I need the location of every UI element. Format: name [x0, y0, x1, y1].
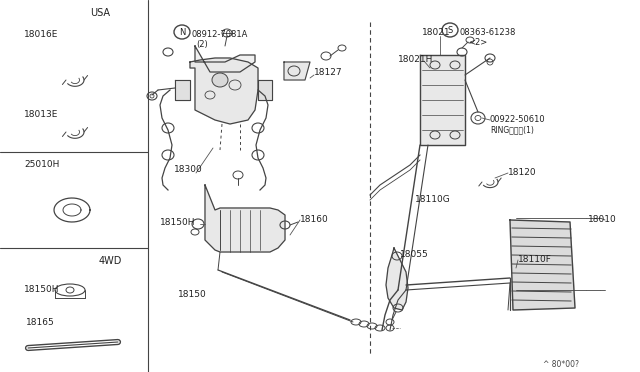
Text: 18016E: 18016E: [24, 30, 58, 39]
Text: 18127: 18127: [314, 68, 342, 77]
Text: 18300: 18300: [174, 165, 203, 174]
Text: 18150H: 18150H: [24, 285, 60, 294]
Text: 4WD: 4WD: [99, 256, 122, 266]
Polygon shape: [195, 46, 255, 72]
Text: 25010H: 25010H: [24, 160, 60, 169]
Text: RINGリング(1): RINGリング(1): [490, 125, 534, 134]
Text: N: N: [179, 28, 185, 36]
Text: (2): (2): [196, 40, 208, 49]
Text: 18150: 18150: [178, 290, 207, 299]
Polygon shape: [420, 55, 465, 145]
Text: 18110G: 18110G: [415, 195, 451, 204]
Text: 00922-50610: 00922-50610: [490, 115, 546, 124]
Polygon shape: [510, 220, 575, 310]
Polygon shape: [258, 80, 272, 100]
Text: 18013E: 18013E: [24, 110, 58, 119]
Polygon shape: [205, 185, 285, 252]
Polygon shape: [386, 248, 408, 310]
Text: 08363-61238: 08363-61238: [460, 28, 516, 37]
Ellipse shape: [212, 73, 228, 87]
Text: 18110F: 18110F: [518, 255, 552, 264]
Text: 18010: 18010: [588, 215, 617, 224]
Text: <2>: <2>: [468, 38, 487, 47]
Text: ^ 80*00?: ^ 80*00?: [543, 360, 579, 369]
Text: 18021H: 18021H: [398, 55, 433, 64]
Text: 18021: 18021: [422, 28, 451, 37]
Text: 18055: 18055: [400, 250, 429, 259]
Text: 18165: 18165: [26, 318, 55, 327]
Polygon shape: [190, 58, 258, 124]
Text: 18160: 18160: [300, 215, 329, 224]
Text: S: S: [447, 26, 452, 35]
Text: 08912-7081A: 08912-7081A: [192, 30, 248, 39]
Polygon shape: [284, 62, 310, 80]
Text: USA: USA: [90, 8, 110, 18]
Polygon shape: [175, 80, 190, 100]
Text: 18120: 18120: [508, 168, 536, 177]
Text: 18150H: 18150H: [160, 218, 195, 227]
